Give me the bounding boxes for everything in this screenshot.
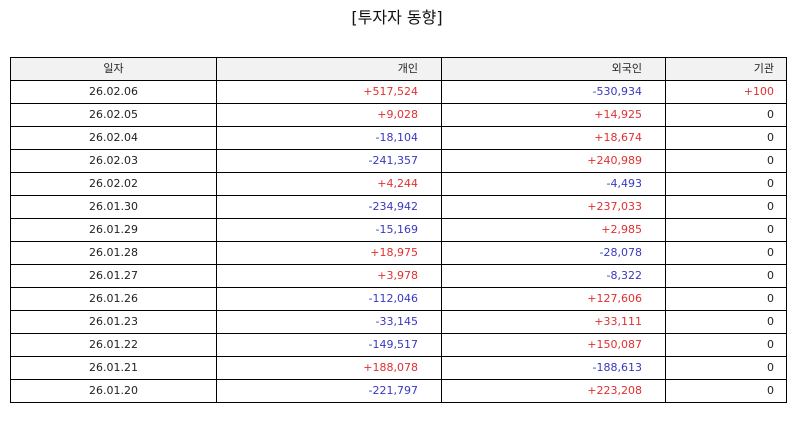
foreign-cell: +150,087 [441, 333, 666, 357]
foreign-cell: +33,111 [441, 310, 666, 334]
institution-cell: +100 [665, 80, 787, 104]
date-cell: 26.01.26 [10, 287, 217, 311]
individual-cell: -33,145 [216, 310, 442, 334]
foreign-cell: -4,493 [441, 172, 666, 196]
foreign-cell: +127,606 [441, 287, 666, 311]
foreign-cell: -530,934 [441, 80, 666, 104]
individual-cell: -234,942 [216, 195, 442, 219]
individual-cell: +188,078 [216, 356, 442, 380]
individual-cell: -18,104 [216, 126, 442, 150]
table-row: 26.01.23 -33,145 +33,111 0 [10, 310, 787, 334]
foreign-cell: +18,674 [441, 126, 666, 150]
table-row: 26.01.28 +18,975 -28,078 0 [10, 241, 787, 265]
table-row: 26.01.27 +3,978 -8,322 0 [10, 264, 787, 288]
foreign-cell: +223,208 [441, 379, 666, 403]
individual-cell: -241,357 [216, 149, 442, 173]
date-cell: 26.02.05 [10, 103, 217, 127]
table-header-row: 일자 개인 외국인 기관 [10, 57, 787, 81]
institution-cell: 0 [665, 333, 787, 357]
table-row: 26.01.21 +188,078 -188,613 0 [10, 356, 787, 380]
date-cell: 26.02.06 [10, 80, 217, 104]
institution-cell: 0 [665, 149, 787, 173]
date-cell: 26.01.22 [10, 333, 217, 357]
foreign-cell: -188,613 [441, 356, 666, 380]
foreign-cell: +240,989 [441, 149, 666, 173]
individual-cell: +9,028 [216, 103, 442, 127]
table-row: 26.01.22 -149,517 +150,087 0 [10, 333, 787, 357]
institution-cell: 0 [665, 103, 787, 127]
table-row: 26.01.30 -234,942 +237,033 0 [10, 195, 787, 219]
table-row: 26.02.03 -241,357 +240,989 0 [10, 149, 787, 173]
institution-cell: 0 [665, 264, 787, 288]
institution-cell: 0 [665, 356, 787, 380]
date-cell: 26.01.27 [10, 264, 217, 288]
date-cell: 26.01.20 [10, 379, 217, 403]
table-row: 26.02.02 +4,244 -4,493 0 [10, 172, 787, 196]
header-institution: 기관 [665, 57, 787, 81]
institution-cell: 0 [665, 195, 787, 219]
date-cell: 26.02.03 [10, 149, 217, 173]
date-cell: 26.01.30 [10, 195, 217, 219]
institution-cell: 0 [665, 172, 787, 196]
table-row: 26.02.06 +517,524 -530,934 +100 [10, 80, 787, 104]
individual-cell: +4,244 [216, 172, 442, 196]
table-row: 26.01.29 -15,169 +2,985 0 [10, 218, 787, 242]
header-individual: 개인 [216, 57, 442, 81]
individual-cell: -149,517 [216, 333, 442, 357]
individual-cell: -112,046 [216, 287, 442, 311]
header-date: 일자 [10, 57, 217, 81]
institution-cell: 0 [665, 126, 787, 150]
institution-cell: 0 [665, 287, 787, 311]
table-row: 26.02.05 +9,028 +14,925 0 [10, 103, 787, 127]
foreign-cell: -28,078 [441, 241, 666, 265]
date-cell: 26.02.04 [10, 126, 217, 150]
foreign-cell: +2,985 [441, 218, 666, 242]
institution-cell: 0 [665, 310, 787, 334]
page-title: [투자자 동향] [351, 8, 443, 27]
foreign-cell: -8,322 [441, 264, 666, 288]
foreign-cell: +14,925 [441, 103, 666, 127]
individual-cell: -15,169 [216, 218, 442, 242]
date-cell: 26.01.23 [10, 310, 217, 334]
date-cell: 26.02.02 [10, 172, 217, 196]
institution-cell: 0 [665, 241, 787, 265]
table-row: 26.01.20 -221,797 +223,208 0 [10, 379, 787, 403]
individual-cell: +517,524 [216, 80, 442, 104]
institution-cell: 0 [665, 379, 787, 403]
institution-cell: 0 [665, 218, 787, 242]
individual-cell: -221,797 [216, 379, 442, 403]
foreign-cell: +237,033 [441, 195, 666, 219]
table-body: 26.02.06 +517,524 -530,934 +100 26.02.05 +9,0… [10, 80, 787, 403]
date-cell: 26.01.28 [10, 241, 217, 265]
table-row: 26.01.26 -112,046 +127,606 0 [10, 287, 787, 311]
date-cell: 26.01.29 [10, 218, 217, 242]
investor-trend-table: 일자 개인 외국인 기관 26.02.06 +517,524 -530,934 +10… [10, 57, 787, 403]
individual-cell: +18,975 [216, 241, 442, 265]
date-cell: 26.01.21 [10, 356, 217, 380]
table-row: 26.02.04 -18,104 +18,674 0 [10, 126, 787, 150]
header-foreign: 외국인 [441, 57, 666, 81]
individual-cell: +3,978 [216, 264, 442, 288]
